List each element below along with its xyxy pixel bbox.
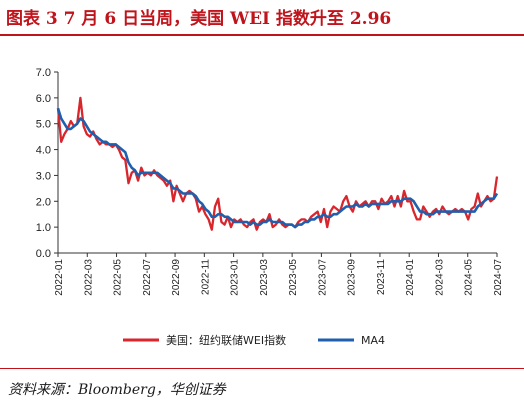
x-tick-label: 2022-11 <box>200 259 211 295</box>
x-tick-label: 2023-09 <box>347 259 358 296</box>
y-tick-group: 0.0 1.0 2.0 3.0 4.0 5.0 6.0 7.0 <box>36 67 58 260</box>
x-tick-label: 2022-03 <box>83 259 94 296</box>
source-note: 资料来源：Bloomberg，华创证券 <box>8 382 226 398</box>
y-tick-label: 6.0 <box>36 93 51 105</box>
x-tick-label: 2024-03 <box>434 259 445 296</box>
y-tick-label: 5.0 <box>36 119 51 131</box>
y-tick-label: 2.0 <box>36 196 51 208</box>
y-tick-label: 7.0 <box>36 67 51 79</box>
chart-title: 图表 3 7 月 6 日当周，美国 WEI 指数升至 2.96 <box>6 9 392 29</box>
x-tick-label: 2022-05 <box>113 259 124 296</box>
y-tick-label: 3.0 <box>36 170 51 182</box>
legend-item-wei-label: 美国：纽约联储WEI指数 <box>166 333 286 347</box>
x-tick-label: 2022-09 <box>171 259 182 296</box>
title-rule <box>0 34 524 36</box>
x-tick-label: 2024-05 <box>464 259 475 296</box>
y-tick-label: 4.0 <box>36 145 51 157</box>
x-tick-label: 2024-07 <box>493 259 504 296</box>
x-tick-label: 2023-07 <box>317 259 328 296</box>
x-tick-label: 2023-05 <box>288 259 299 296</box>
x-tick-label: 2023-03 <box>259 259 270 296</box>
wei-weekly-line <box>56 96 499 231</box>
x-tick-group: 2022-01 2022-03 2022-05 2022-07 2022-09 2022-… <box>54 253 504 296</box>
series-layer <box>56 96 499 231</box>
x-tick-label: 2022-07 <box>142 259 153 296</box>
x-tick-label: 2024-01 <box>405 259 416 296</box>
legend: 美国：纽约联储WEI指数 MA4 <box>123 333 385 347</box>
x-tick-label: 2023-11 <box>376 259 387 295</box>
y-tick-label: 0.0 <box>36 248 51 260</box>
x-tick-label: 2022-01 <box>54 259 65 296</box>
x-tick-label: 2023-01 <box>230 259 241 296</box>
ma4-line <box>56 107 499 229</box>
y-tick-label: 1.0 <box>36 222 51 234</box>
source-rule <box>0 368 524 369</box>
legend-item-ma4-label: MA4 <box>361 334 385 347</box>
